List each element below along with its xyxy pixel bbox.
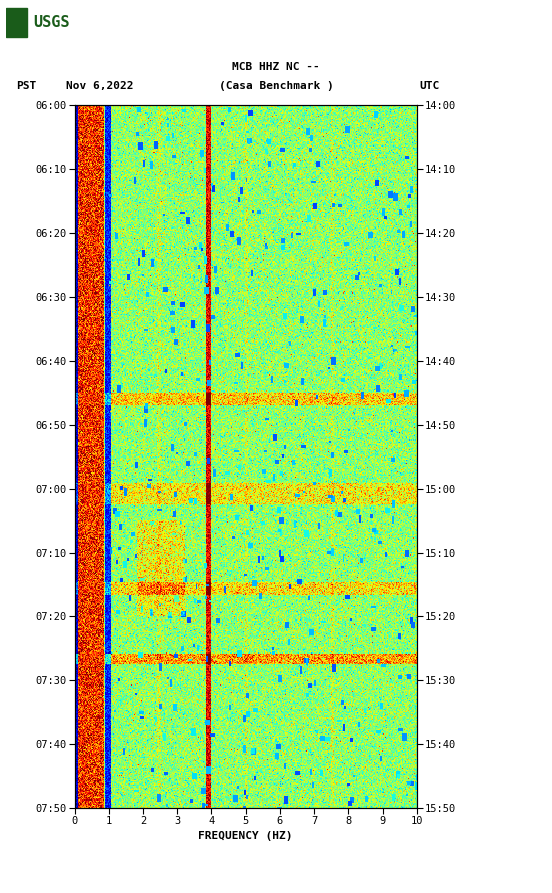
Text: PST: PST bbox=[17, 80, 37, 91]
Text: UTC: UTC bbox=[420, 80, 440, 91]
Text: USGS: USGS bbox=[33, 15, 70, 29]
X-axis label: FREQUENCY (HZ): FREQUENCY (HZ) bbox=[198, 830, 293, 840]
Text: Nov 6,2022: Nov 6,2022 bbox=[66, 80, 134, 91]
Text: (Casa Benchmark ): (Casa Benchmark ) bbox=[219, 80, 333, 91]
FancyArrow shape bbox=[6, 8, 28, 37]
Text: MCB HHZ NC --: MCB HHZ NC -- bbox=[232, 62, 320, 72]
